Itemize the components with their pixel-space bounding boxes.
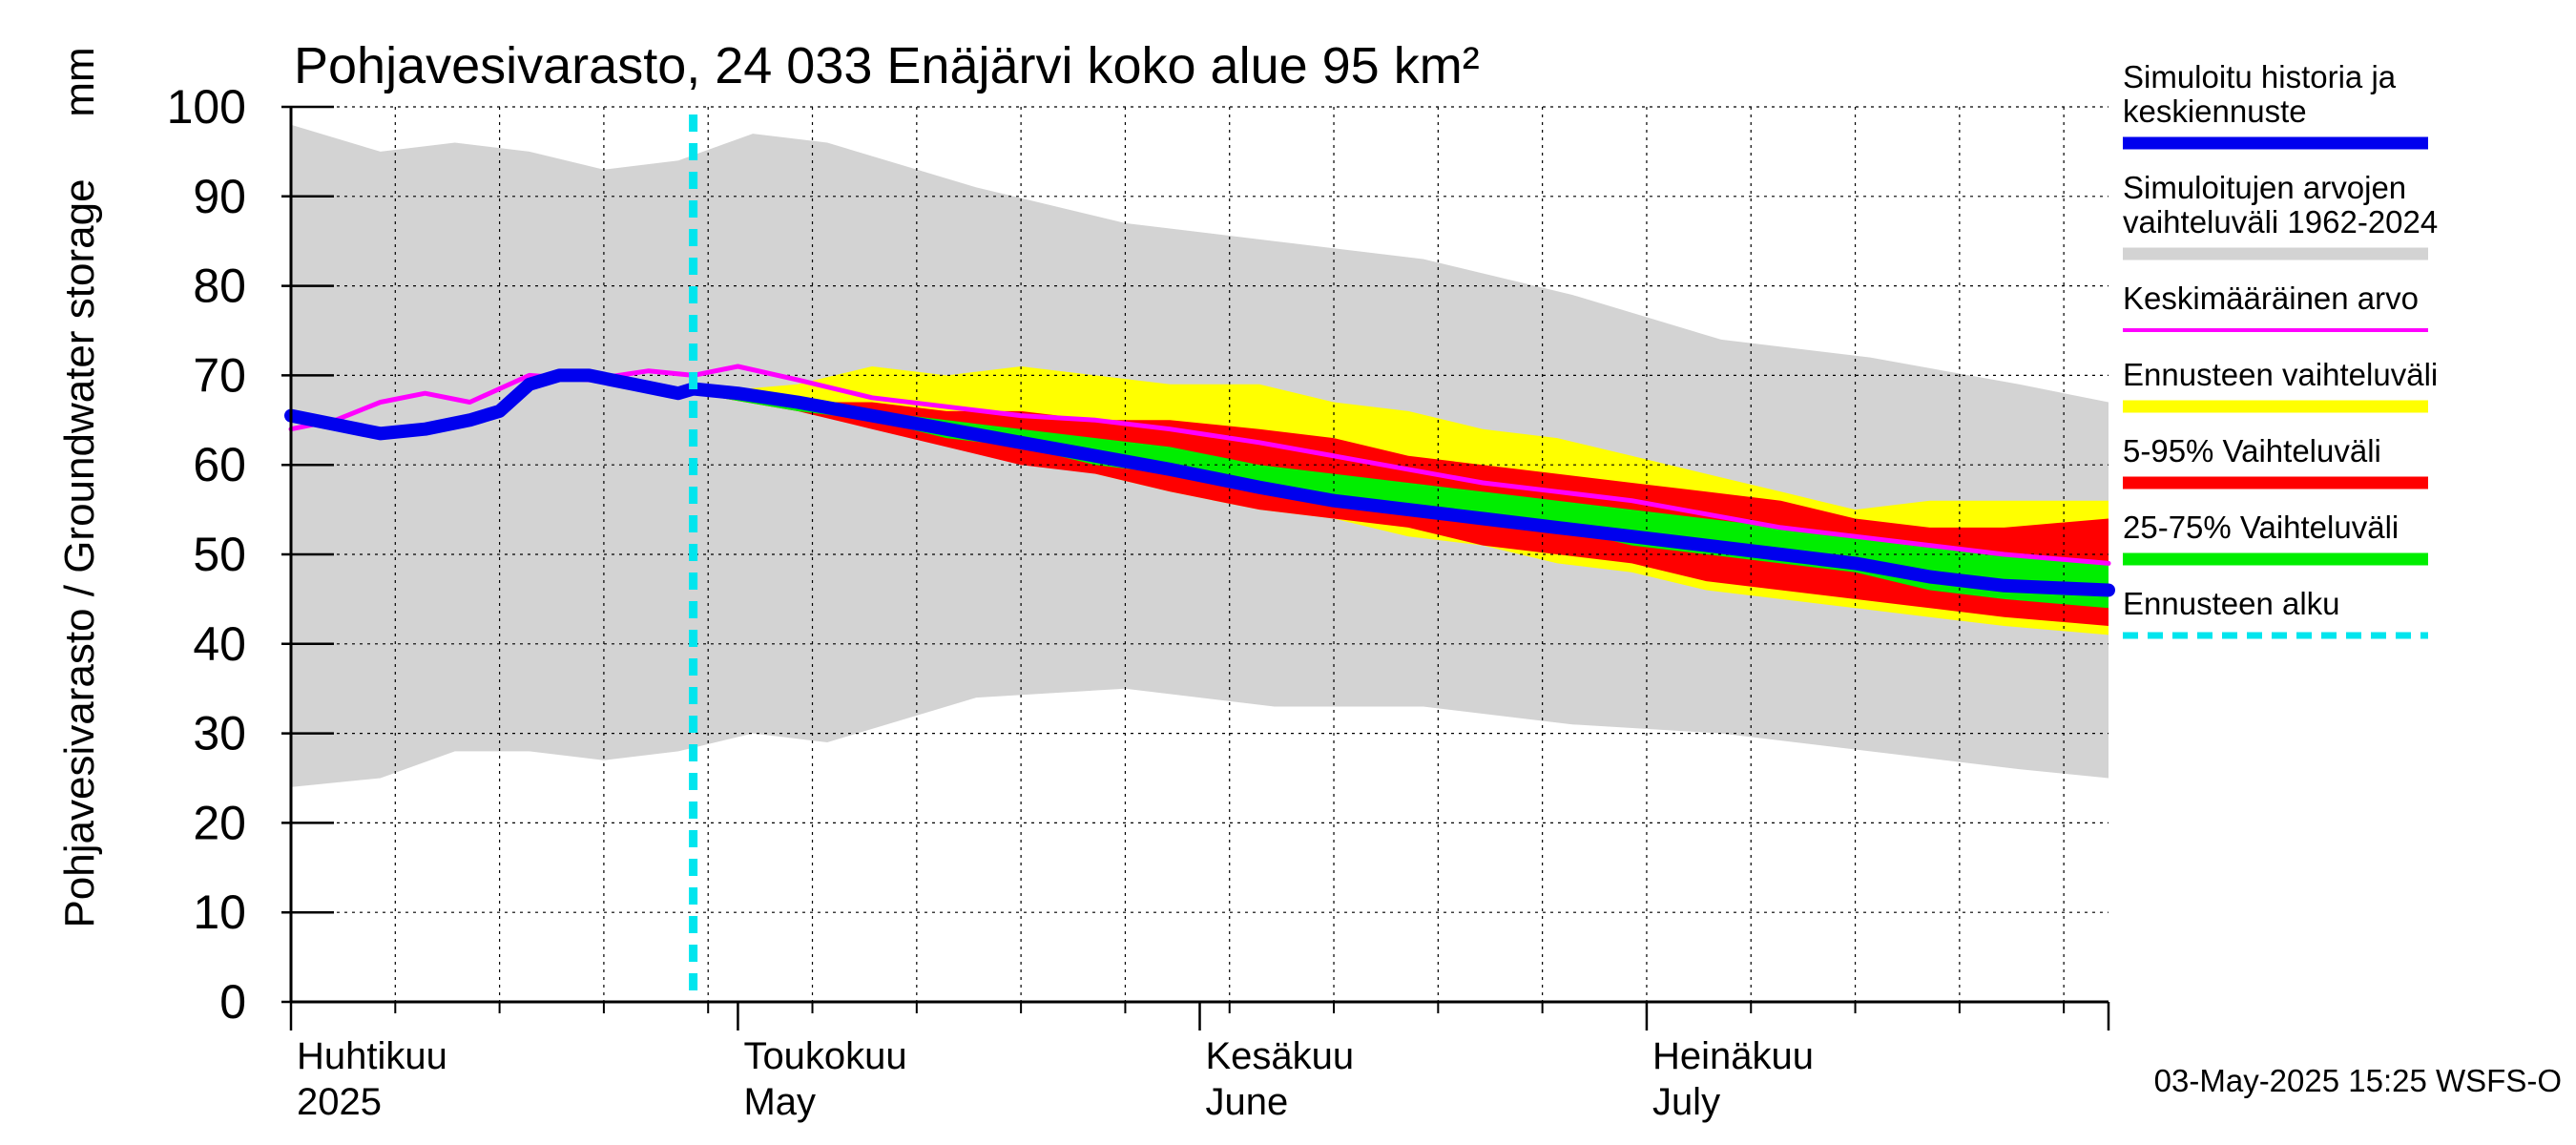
y-tick-label: 90 — [193, 170, 246, 223]
x-month-sublabel: 2025 — [297, 1081, 382, 1123]
history-median-line — [284, 368, 2115, 597]
x-month-label: Kesäkuu — [1206, 1035, 1355, 1077]
legend-label: Ennusteen alku — [2123, 586, 2340, 621]
line-layer — [284, 114, 2115, 1002]
legend-label: keskiennuste — [2123, 94, 2307, 129]
x-month-sublabel: July — [1652, 1081, 1720, 1123]
y-tick-label: 80 — [193, 260, 246, 313]
y-tick-label: 60 — [193, 438, 246, 491]
y-tick-label: 20 — [193, 796, 246, 849]
legend-label: vaihteluväli 1962-2024 — [2123, 204, 2438, 239]
legend-label: Simuloitu historia ja — [2123, 59, 2397, 94]
grid-layer — [291, 106, 2109, 1002]
y-tick-label: 100 — [167, 80, 246, 134]
mean-line — [288, 364, 2111, 566]
x-month-label: Toukokuu — [743, 1035, 906, 1077]
legend-label: Ennusteen vaihteluväli — [2123, 357, 2438, 392]
y-tick-label: 0 — [219, 975, 246, 1029]
y-tick-label: 10 — [193, 885, 246, 939]
x-month-sublabel: May — [743, 1081, 816, 1123]
legend-label: 25-75% Vaihteluväli — [2123, 510, 2399, 545]
x-month-label: Huhtikuu — [297, 1035, 447, 1077]
y-axis-unit: mm — [56, 47, 103, 116]
y-axis-label: Pohjavesivarasto / Groundwater storage — [56, 178, 103, 927]
y-tick-label: 30 — [193, 707, 246, 760]
y-tick-label: 50 — [193, 528, 246, 581]
timestamp-footer: 03-May-2025 15:25 WSFS-O — [2154, 1063, 2562, 1098]
x-month-label: Heinäkuu — [1652, 1035, 1814, 1077]
legend-label: Keskimääräinen arvo — [2123, 281, 2419, 316]
y-tick-label: 40 — [193, 617, 246, 671]
chart-title: Pohjavesivarasto, 24 033 Enäjärvi koko a… — [294, 37, 1480, 94]
x-month-sublabel: June — [1206, 1081, 1289, 1123]
legend-label: Simuloitujen arvojen — [2123, 170, 2406, 205]
legend-label: 5-95% Vaihteluväli — [2123, 433, 2381, 468]
y-tick-label: 70 — [193, 348, 246, 402]
